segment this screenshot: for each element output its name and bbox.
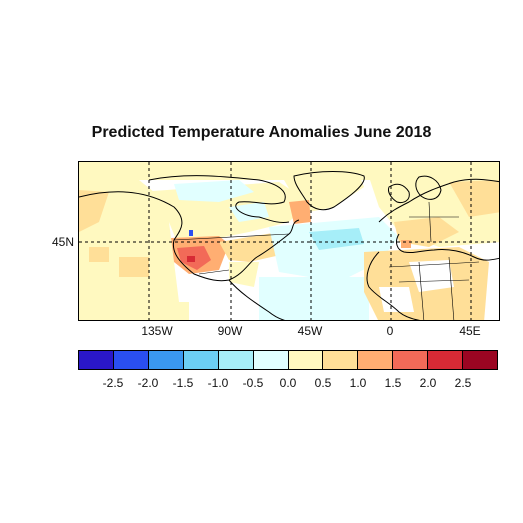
lat-label-45n: 45N <box>52 235 75 249</box>
anomaly-region-south-pacific <box>79 302 189 320</box>
colorbar-swatch <box>288 351 324 369</box>
colorbar-tick-label: 0.0 <box>279 376 297 390</box>
anomaly-patch-cold-spot <box>189 230 193 236</box>
colorbar-tick-label: -1.0 <box>207 376 229 390</box>
anomaly-region-west-africa <box>379 287 414 312</box>
anomaly-map <box>78 161 500 321</box>
colorbar-tick-label: -2.0 <box>137 376 159 390</box>
anomaly-patch-iberia <box>401 240 411 248</box>
colorbar-tick-label: 0.5 <box>314 376 332 390</box>
anomaly-patch-pacific-2 <box>119 257 149 277</box>
colorbar-swatch <box>218 351 254 369</box>
colorbar-tick-label: -1.5 <box>172 376 194 390</box>
anomaly-region-sahara <box>409 260 454 292</box>
colorbar-tick-label: 2.5 <box>454 376 472 390</box>
colorbar-tick-label: 1.0 <box>349 376 367 390</box>
colorbar-swatch <box>358 351 394 369</box>
colorbar-tick-label: -2.5 <box>102 376 124 390</box>
anomaly-region-russia <box>449 180 499 217</box>
map-canvas <box>79 162 499 320</box>
colorbar-swatch <box>323 351 359 369</box>
colorbar-swatch <box>183 351 219 369</box>
lon-label-0: 0 <box>386 324 394 338</box>
anomaly-region-pacific <box>79 180 179 302</box>
lon-label-135w: 135W <box>141 324 173 338</box>
lon-label-45w: 45W <box>297 324 323 338</box>
lon-label-90w: 90W <box>217 324 243 338</box>
anomaly-region-cool-atlantic <box>309 228 364 250</box>
colorbar-swatch <box>393 351 429 369</box>
anomaly-patch-pacific-1 <box>89 247 109 262</box>
graticule <box>79 162 499 320</box>
anomaly-region-gulf <box>229 262 259 287</box>
coastlines <box>79 171 499 320</box>
anomaly-region-central-europe <box>394 217 459 247</box>
colorbar-tick-label: 1.5 <box>384 376 402 390</box>
colorbar <box>78 350 498 370</box>
colorbar-swatch <box>113 351 149 369</box>
colorbar-swatch <box>148 351 184 369</box>
anomaly-patch-hot-spot <box>187 256 195 262</box>
anomaly-region-labrador-sea <box>289 200 311 224</box>
anomaly-region-north-pacific <box>79 190 109 232</box>
map-title: Predicted Temperature Anomalies June 201… <box>91 124 432 141</box>
colorbar-tick-label: -0.5 <box>242 376 264 390</box>
colorbar-tick-label: 2.0 <box>419 376 437 390</box>
colorbar-swatch <box>253 351 289 369</box>
colorbar-swatch <box>428 351 464 369</box>
colorbar-swatch <box>79 351 114 369</box>
lon-label-45e: 45E <box>459 324 481 338</box>
anomaly-region-tropical-atlantic <box>259 277 369 320</box>
colorbar-swatch <box>463 351 498 369</box>
anomaly-region-north-canada <box>174 180 254 202</box>
